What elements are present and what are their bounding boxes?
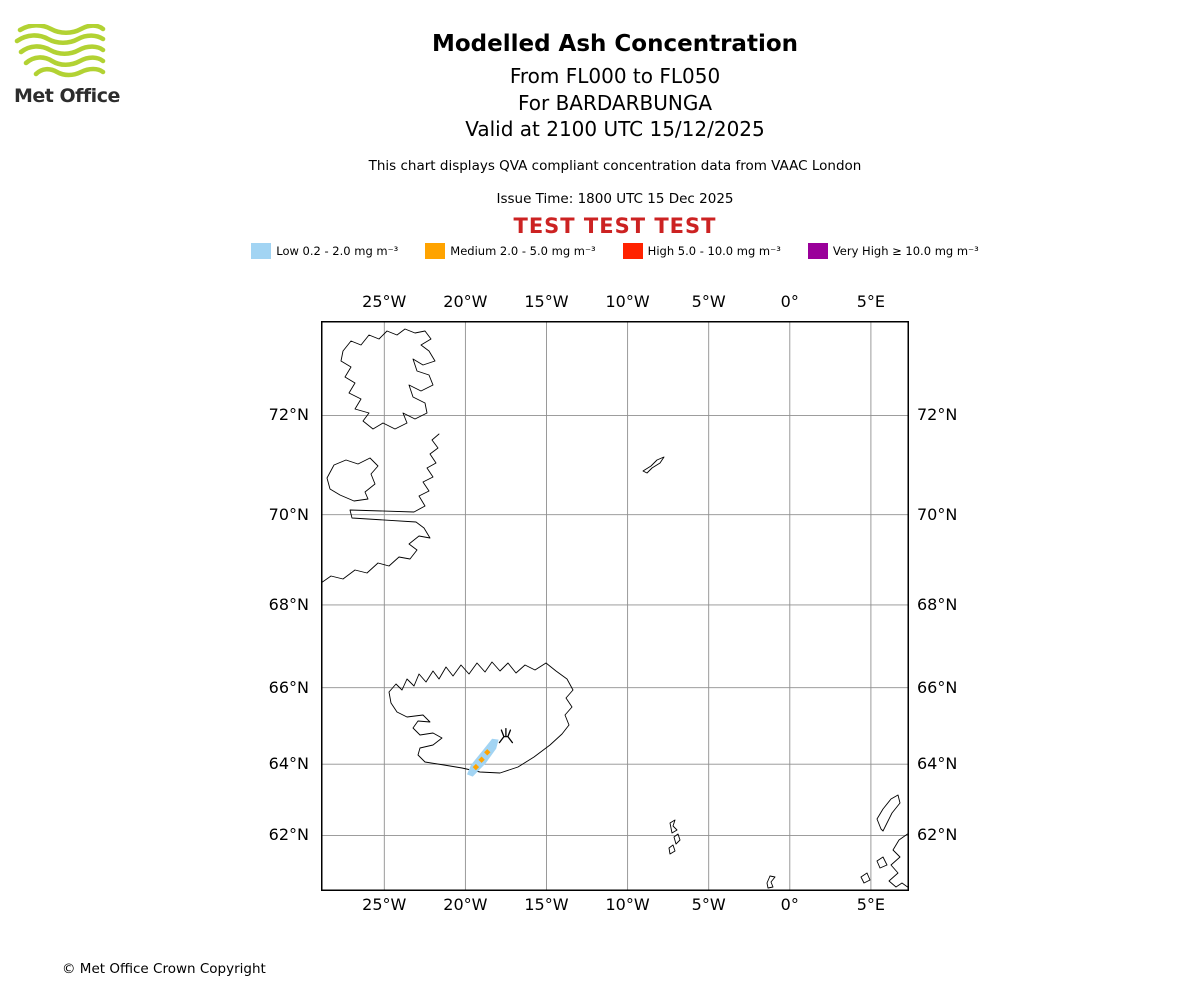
coastline-jan-mayen — [642, 456, 665, 474]
lat-tick-label-left: 68°N — [268, 594, 309, 614]
lat-tick-label-right: 62°N — [917, 825, 958, 845]
lat-tick-label-right: 68°N — [917, 594, 958, 614]
legend-label-medium: Medium 2.0 - 5.0 mg m⁻³ — [450, 244, 596, 258]
lon-tick-label-bottom: 5°W — [691, 895, 726, 914]
lat-tick-label-right: 66°N — [917, 677, 958, 697]
lon-tick-label-bottom: 20°W — [443, 895, 488, 914]
lat-tick-label-left: 62°N — [268, 825, 309, 845]
coastlines — [321, 328, 909, 889]
legend-swatch-low — [251, 243, 272, 259]
coastline-scotland — [860, 832, 909, 889]
lon-tick-label-bottom: 5°E — [856, 895, 886, 914]
volcano-symbol — [498, 727, 514, 744]
ash-medium-point — [472, 763, 480, 771]
lat-tick-label-left: 70°N — [268, 504, 309, 524]
issue-time: Issue Time: 1800 UTC 15 Dec 2025 — [496, 191, 734, 207]
ash-cloud-low-polygon — [467, 738, 499, 777]
legend-item-medium: Medium 2.0 - 5.0 mg m⁻³ — [425, 243, 596, 259]
lat-tick-label-right: 72°N — [917, 405, 958, 425]
map — [321, 321, 909, 891]
coastline-greenland-island — [326, 457, 379, 502]
coastline-greenland-mainland — [321, 433, 440, 584]
lon-tick-label-bottom: 10°W — [605, 895, 650, 914]
lon-tick-label-top: 5°W — [691, 292, 726, 311]
legend-item-high: High 5.0 - 10.0 mg m⁻³ — [622, 243, 781, 259]
legend-label-high: High 5.0 - 10.0 mg m⁻³ — [647, 244, 781, 258]
qva-note: This chart displays QVA compliant concen… — [368, 158, 862, 174]
lon-tick-label-top: 25°W — [362, 292, 407, 311]
lon-tick-label-top: 15°W — [524, 292, 569, 311]
legend-swatch-medium — [425, 243, 446, 259]
coastline-small-isles — [766, 875, 776, 889]
volcano-subtitle: For BARDARBUNGA — [517, 91, 713, 115]
legend-item-very-high: Very High ≥ 10.0 mg m⁻³ — [807, 243, 979, 259]
copyright: © Met Office Crown Copyright — [62, 961, 266, 977]
coastline-faroe-islands — [668, 819, 681, 855]
lon-tick-label-top: 10°W — [605, 292, 650, 311]
coastline-outer-hebrides — [876, 794, 901, 832]
lon-tick-label-bottom: 0° — [780, 895, 799, 914]
legend-swatch-very-high — [807, 243, 828, 259]
lon-tick-label-top: 0° — [780, 292, 799, 311]
legend-swatch-high — [622, 243, 643, 259]
lat-tick-label-left: 64°N — [268, 754, 309, 774]
coastline-greenland-fjords — [340, 328, 436, 430]
lat-tick-label-left: 66°N — [268, 677, 309, 697]
lon-tick-label-top: 5°E — [856, 292, 886, 311]
logo-waves-icon — [14, 24, 106, 78]
legend-label-low: Low 0.2 - 2.0 mg m⁻³ — [276, 244, 399, 258]
coastline-iceland — [388, 661, 574, 774]
lon-tick-label-top: 20°W — [443, 292, 488, 311]
valid-time-subtitle: Valid at 2100 UTC 15/12/2025 — [465, 117, 765, 141]
lat-tick-label-right: 64°N — [917, 754, 958, 774]
lat-tick-label-right: 70°N — [917, 504, 958, 524]
page-title: Modelled Ash Concentration — [431, 31, 799, 57]
grid-lines — [321, 321, 909, 891]
legend-item-low: Low 0.2 - 2.0 mg m⁻³ — [251, 243, 398, 259]
lon-tick-label-bottom: 15°W — [524, 895, 569, 914]
flight-levels-subtitle: From FL000 to FL050 — [509, 64, 721, 88]
met-office-logo: Met Office — [14, 24, 124, 107]
test-banner: TEST TEST TEST — [513, 214, 717, 238]
legend-label-very-high: Very High ≥ 10.0 mg m⁻³ — [832, 244, 979, 258]
lat-tick-label-left: 72°N — [268, 405, 309, 425]
lon-tick-label-bottom: 25°W — [362, 895, 407, 914]
ash-layer — [467, 738, 499, 777]
ash-medium-point — [484, 749, 491, 756]
map-border — [321, 321, 909, 891]
legend: Low 0.2 - 2.0 mg m⁻³ Medium 2.0 - 5.0 mg … — [30, 243, 1200, 259]
logo-wordmark: Met Office — [14, 85, 120, 107]
